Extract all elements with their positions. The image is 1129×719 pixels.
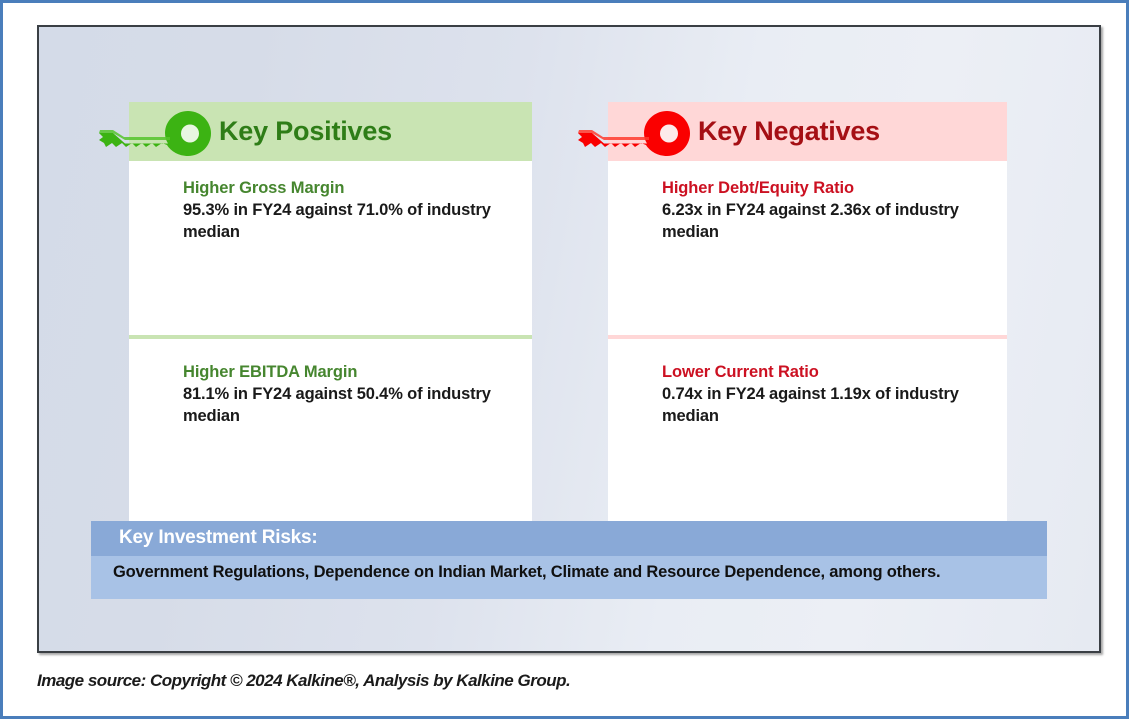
key-negatives-divider <box>608 335 1007 339</box>
key-positives-title: Key Positives <box>219 116 392 146</box>
key-negatives-column: Key Negatives Higher Debt/Equity Ratio 6… <box>578 102 1007 524</box>
key-negatives-card-2: Lower Current Ratio 0.74x in FY24 agains… <box>608 339 1007 524</box>
key-investment-risks-body: Government Regulations, Dependence on In… <box>91 556 1047 599</box>
positive-item-1: Higher Gross Margin 95.3% in FY24 agains… <box>183 179 510 254</box>
key-icon <box>578 111 690 156</box>
positive-item-2: Higher EBITDA Margin 81.1% in FY24 again… <box>183 363 510 438</box>
key-negatives-title: Key Negatives <box>698 116 880 146</box>
key-investment-risks-title: Key Investment Risks: <box>91 521 1047 556</box>
negative-item-2-heading: Lower Current Ratio <box>662 363 819 381</box>
positive-item-2-detail: 81.1% in FY24 against 50.4% of industry … <box>183 385 491 425</box>
negative-item-1-detail: 6.23x in FY24 against 2.36x of industry … <box>662 201 959 241</box>
positive-item-2-heading: Higher EBITDA Margin <box>183 363 358 381</box>
key-positives-divider <box>129 335 532 339</box>
negative-item-2: Lower Current Ratio 0.74x in FY24 agains… <box>662 363 985 438</box>
positive-item-1-heading: Higher Gross Margin <box>183 179 345 197</box>
key-positives-card-1: Higher Gross Margin 95.3% in FY24 agains… <box>129 161 532 335</box>
key-positives-card-2: Higher EBITDA Margin 81.1% in FY24 again… <box>129 339 532 524</box>
key-icon <box>99 111 211 156</box>
positive-item-1-detail: 95.3% in FY24 against 71.0% of industry … <box>183 201 491 241</box>
negative-item-1-heading: Higher Debt/Equity Ratio <box>662 179 854 197</box>
negative-item-1: Higher Debt/Equity Ratio 6.23x in FY24 a… <box>662 179 985 254</box>
key-positives-column: Key Positives Higher Gross Margin 95.3% … <box>99 102 532 524</box>
image-source-caption: Image source: Copyright © 2024 Kalkine®,… <box>37 671 571 690</box>
negative-item-2-detail: 0.74x in FY24 against 1.19x of industry … <box>662 385 959 425</box>
key-negatives-card-1: Higher Debt/Equity Ratio 6.23x in FY24 a… <box>608 161 1007 335</box>
figure-frame: Key Positives Higher Gross Margin 95.3% … <box>37 25 1101 653</box>
key-negatives-header: Key Negatives <box>578 102 1007 161</box>
key-investment-risks-banner: Key Investment Risks: Government Regulat… <box>91 521 1047 599</box>
key-positives-header: Key Positives <box>99 102 532 161</box>
